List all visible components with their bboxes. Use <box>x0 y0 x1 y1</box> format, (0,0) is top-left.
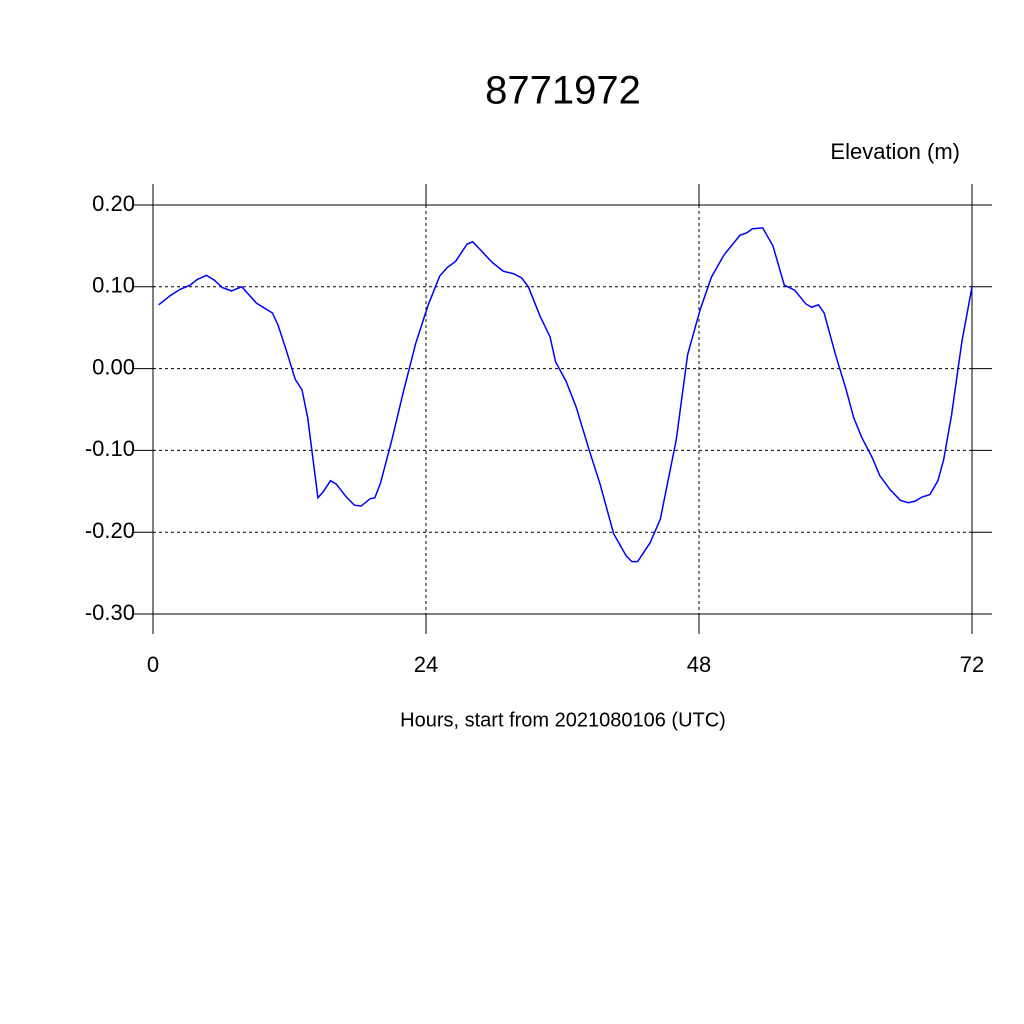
y-tick-label: -0.10 <box>85 436 135 461</box>
y-tick-label: 0.10 <box>92 273 135 298</box>
y-tick-label: -0.20 <box>85 518 135 543</box>
data-line <box>158 227 973 563</box>
y-tick-label: 0.20 <box>92 191 135 216</box>
x-tick-label: 24 <box>414 652 438 677</box>
chart-subtitle: Elevation (m) <box>830 139 960 164</box>
y-tick-label: -0.30 <box>85 600 135 625</box>
chart-title: 8771972 <box>485 69 641 113</box>
x-tick-label: 48 <box>687 652 711 677</box>
x-tick-label: 0 <box>147 652 159 677</box>
x-axis-label: Hours, start from 2021080106 (UTC) <box>400 709 726 731</box>
plot-frame <box>152 204 973 615</box>
x-tick-label: 72 <box>960 652 984 677</box>
y-tick-label: 0.00 <box>92 354 135 379</box>
